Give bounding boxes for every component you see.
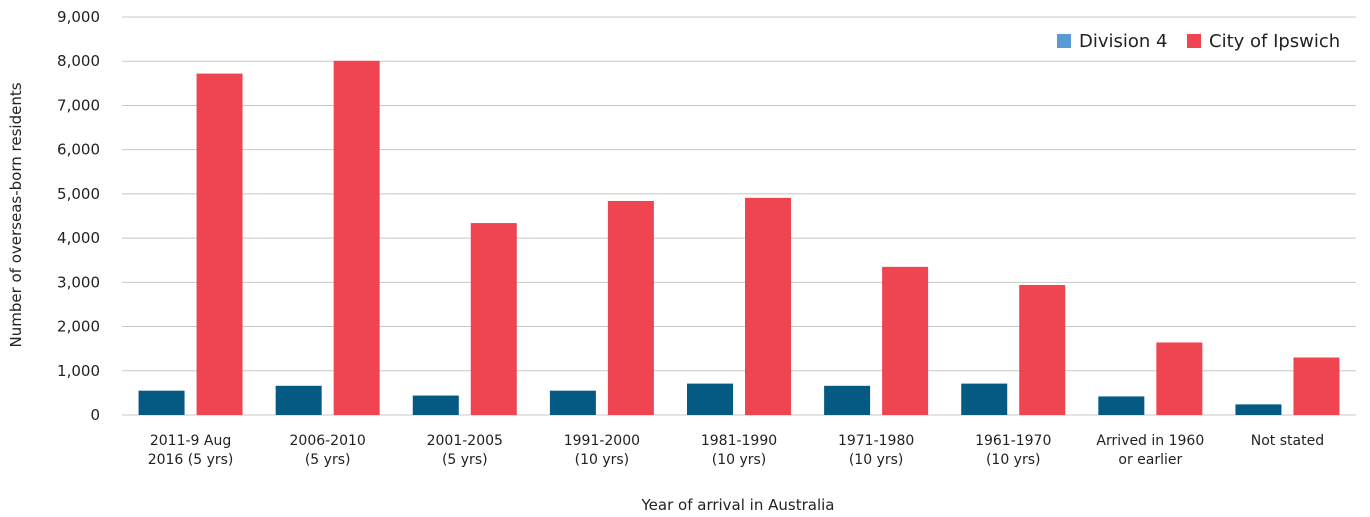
x-tick-label: Not stated: [1251, 433, 1324, 449]
y-tick-label: 0: [90, 406, 100, 424]
bar-city-of-ipswich: [470, 223, 517, 415]
bar-division-4: [412, 395, 459, 415]
bar-city-of-ipswich: [1293, 357, 1340, 415]
legend-swatch: [1187, 34, 1201, 48]
bar-city-of-ipswich: [1019, 284, 1066, 415]
x-tick-label-line: Arrived in 1960: [1096, 433, 1204, 449]
bar-city-of-ipswich: [196, 73, 243, 416]
x-tick-label-line: (10 yrs): [575, 452, 630, 468]
legend: Division 4 City of Ipswich: [1057, 31, 1340, 52]
x-axis-ticks: 2011-9 Aug 2016 (5 yrs)2006-2010 (5 yrs)20…: [148, 433, 1324, 468]
x-tick-label: 2001-2005 (5 yrs): [427, 433, 503, 468]
bar-city-of-ipswich: [607, 200, 654, 415]
x-tick-label: Arrived in 1960 or earlier: [1096, 433, 1204, 468]
x-axis-title: Year of arrival in Australia: [641, 496, 835, 514]
gridlines: [122, 16, 1356, 416]
x-tick-label-line: 1971-1980: [838, 433, 914, 449]
y-tick-label: 7,000: [57, 96, 100, 114]
bar-division-4: [1098, 396, 1145, 415]
y-tick-label: 3,000: [57, 273, 100, 291]
x-tick-label-line: (5 yrs): [305, 452, 351, 468]
bars: [138, 60, 1340, 416]
bar-division-4: [138, 390, 185, 415]
x-tick-label: 2011-9 Aug 2016 (5 yrs): [148, 433, 234, 468]
y-tick-label: 6,000: [57, 141, 100, 159]
y-tick-label: 9,000: [57, 8, 100, 26]
x-tick-label-line: (10 yrs): [849, 452, 904, 468]
x-tick-label-line: (5 yrs): [442, 452, 488, 468]
bar-city-of-ipswich: [333, 60, 380, 415]
y-axis-title: Number of overseas-born residents: [7, 82, 25, 347]
y-tick-label: 4,000: [57, 229, 100, 247]
x-tick-label-line: (10 yrs): [986, 452, 1041, 468]
legend-label: City of Ipswich: [1209, 31, 1340, 52]
legend-swatch: [1057, 34, 1071, 48]
y-tick-label: 2,000: [57, 318, 100, 336]
x-tick-label: 1981-1990 (10 yrs): [701, 433, 777, 468]
x-tick-label-line: (10 yrs): [712, 452, 767, 468]
bar-division-4: [687, 383, 733, 415]
x-tick-label: 1971-1980 (10 yrs): [838, 433, 914, 468]
legend-label: Division 4: [1079, 31, 1168, 52]
x-tick-label: 2006-2010 (5 yrs): [290, 433, 366, 468]
y-tick-label: 1,000: [57, 362, 100, 380]
x-tick-label-line: 1981-1990: [701, 433, 777, 449]
x-tick-label-line: 1961-1970: [975, 433, 1051, 449]
x-tick-label-line: or earlier: [1118, 452, 1182, 468]
bar-city-of-ipswich: [1156, 342, 1203, 415]
bar-division-4: [1235, 404, 1282, 415]
x-tick-label: 1991-2000 (10 yrs): [564, 433, 640, 468]
x-tick-label-line: 2001-2005: [427, 433, 503, 449]
bar-division-4: [275, 385, 322, 415]
bar-division-4: [549, 390, 596, 415]
x-tick-label-line: 2016 (5 yrs): [148, 452, 234, 468]
bar-division-4: [961, 383, 1008, 415]
x-tick-label-line: 2011-9 Aug: [150, 433, 231, 449]
bar-city-of-ipswich: [882, 266, 929, 415]
y-tick-label: 5,000: [57, 185, 100, 203]
y-axis-ticks: 0 1,000 2,000 3,000 4,000 5,000 6,000 7,000 8,00…: [57, 8, 100, 424]
x-tick-label-line: Not stated: [1251, 433, 1324, 449]
bar-division-4: [824, 385, 871, 415]
y-tick-label: 8,000: [57, 52, 100, 70]
x-tick-label: 1961-1970 (10 yrs): [975, 433, 1051, 468]
x-tick-label-line: 1991-2000: [564, 433, 640, 449]
x-tick-label-line: 2006-2010: [290, 433, 366, 449]
bar-city-of-ipswich: [745, 197, 791, 415]
